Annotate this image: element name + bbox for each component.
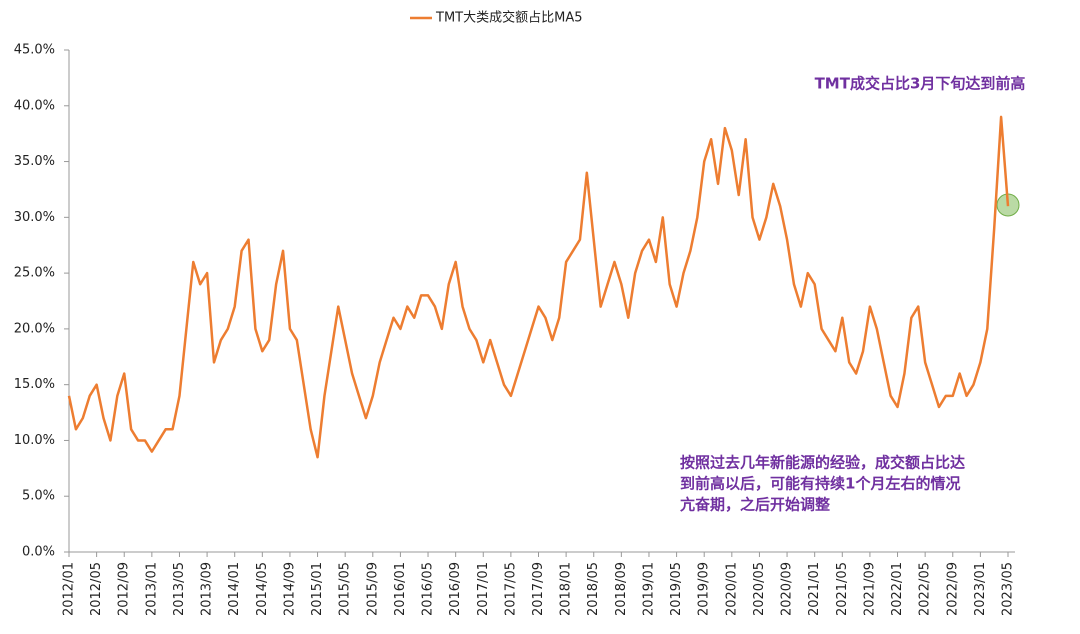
x-tick-label: 2019/05 — [669, 562, 684, 616]
x-tick-label: 2021/09 — [862, 562, 877, 616]
y-tick-label: 0.0% — [22, 545, 55, 560]
y-tick-label: 45.0% — [14, 43, 55, 58]
x-tick-label: 2022/05 — [918, 562, 933, 616]
x-tick-label: 2020/01 — [724, 562, 739, 616]
x-tick-label: 2015/09 — [365, 562, 380, 616]
x-tick-label: 2021/05 — [835, 562, 850, 616]
x-tick-label: 2015/01 — [310, 562, 325, 616]
y-tick-label: 10.0% — [14, 433, 55, 448]
y-tick-label: 35.0% — [14, 154, 55, 169]
annotation: TMT成交占比3月下旬达到前高 — [815, 75, 1026, 93]
x-tick-label: 2014/01 — [227, 562, 242, 616]
x-tick-label: 2017/05 — [503, 562, 518, 616]
y-tick-label: 15.0% — [14, 377, 55, 392]
x-tick-label: 2022/01 — [890, 562, 905, 616]
x-tick-label: 2019/09 — [697, 562, 712, 616]
x-tick-label: 2021/01 — [807, 562, 822, 616]
x-tick-label: 2014/09 — [282, 562, 297, 616]
y-tick-label: 30.0% — [14, 210, 55, 225]
x-tick-label: 2012/09 — [117, 562, 132, 616]
x-tick-label: 2017/01 — [476, 562, 491, 616]
x-tick-label: 2016/05 — [421, 562, 436, 616]
x-tick-label: 2019/01 — [641, 562, 656, 616]
x-tick-label: 2013/05 — [172, 562, 187, 616]
x-tick-label: 2022/09 — [945, 562, 960, 616]
annotation: 按照过去几年新能源的经验，成交额占比达 — [680, 454, 965, 472]
y-tick-label: 25.0% — [14, 266, 55, 281]
y-tick-label: 40.0% — [14, 98, 55, 113]
x-tick-label: 2018/01 — [559, 562, 574, 616]
x-tick-label: 2015/05 — [338, 562, 353, 616]
x-tick-label: 2012/01 — [62, 562, 77, 616]
x-tick-label: 2018/05 — [586, 562, 601, 616]
x-tick-label: 2012/05 — [89, 562, 104, 616]
legend-label: TMT大类成交额占比MA5 — [435, 10, 582, 26]
annotation: 到前高以后，可能有持续1个月左右的情况 — [680, 475, 960, 493]
x-tick-label: 2016/01 — [393, 562, 408, 616]
annotation: 亢奋期，之后开始调整 — [680, 496, 830, 514]
data-line — [67, 115, 1010, 459]
x-tick-label: 2018/09 — [614, 562, 629, 616]
x-tick-label: 2016/09 — [448, 562, 463, 616]
x-tick-label: 2023/05 — [1001, 562, 1016, 616]
x-tick-label: 2014/05 — [255, 562, 270, 616]
y-tick-label: 5.0% — [22, 489, 55, 504]
x-tick-label: 2017/09 — [531, 562, 546, 616]
x-tick-label: 2013/01 — [144, 562, 159, 616]
x-tick-label: 2013/09 — [200, 562, 215, 616]
y-tick-label: 20.0% — [14, 321, 55, 336]
x-tick-label: 2020/05 — [752, 562, 767, 616]
x-tick-label: 2023/01 — [973, 562, 988, 616]
x-tick-label: 2020/09 — [780, 562, 795, 616]
